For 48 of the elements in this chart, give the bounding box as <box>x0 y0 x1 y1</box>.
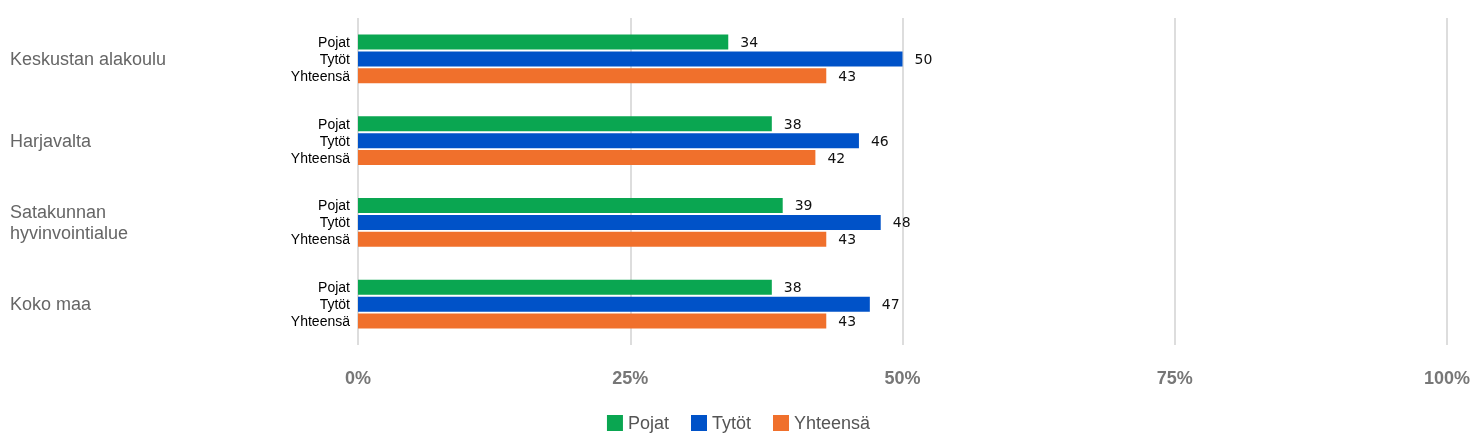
data-label: 43 <box>838 231 857 248</box>
data-label: 39 <box>794 197 813 214</box>
bar <box>358 51 903 67</box>
data-label: 50 <box>914 50 933 67</box>
y-tick-label: Keskustan alakoulu <box>10 48 167 69</box>
bar <box>358 231 827 247</box>
x-tick-label: 100% <box>1423 368 1471 388</box>
legend-label: Pojat <box>627 413 669 433</box>
data-label: 38 <box>783 279 802 296</box>
data-label: 46 <box>870 132 889 149</box>
text: Tytöt <box>319 296 350 313</box>
bar <box>358 133 859 149</box>
text: Tytöt <box>319 50 350 67</box>
y-tick-label: Harjavalta <box>10 130 93 151</box>
data-label: 38 <box>783 115 802 132</box>
bar <box>358 197 783 213</box>
x-tick-label: 50% <box>884 368 921 388</box>
y-tick-label: Koko maa <box>10 294 93 315</box>
x-tick-label: 25% <box>612 368 649 388</box>
text: Yhteensä <box>290 313 350 330</box>
text: Pojat <box>318 33 350 50</box>
data-label: 43 <box>838 67 857 84</box>
text: Pojat <box>318 197 350 214</box>
text: Pojat <box>318 279 350 296</box>
legend-label: Yhteensä <box>793 413 872 433</box>
bar <box>358 214 881 230</box>
bar <box>358 296 870 312</box>
text: Yhteensä <box>290 149 350 166</box>
bar <box>358 68 827 84</box>
data-label: 43 <box>838 313 857 330</box>
bar <box>358 34 729 50</box>
data-label: 47 <box>881 296 900 313</box>
y-tick-label: Satakunnan hyvinvointialue <box>10 201 129 243</box>
text: Tytöt <box>319 132 350 149</box>
bar <box>358 313 827 329</box>
text: Pojat <box>318 115 350 132</box>
bar <box>358 279 772 295</box>
bar <box>358 116 772 132</box>
data-label: 42 <box>827 149 846 166</box>
bar <box>358 150 816 166</box>
text: Tytöt <box>319 214 350 231</box>
data-label: 34 <box>740 33 759 50</box>
legend-label: Tytöt <box>711 413 751 433</box>
x-tick-label: 0% <box>344 368 372 388</box>
text: Yhteensä <box>290 231 350 248</box>
data-label: 48 <box>892 214 911 231</box>
x-tick-label: 75% <box>1156 368 1193 388</box>
text: Yhteensä <box>290 67 350 84</box>
